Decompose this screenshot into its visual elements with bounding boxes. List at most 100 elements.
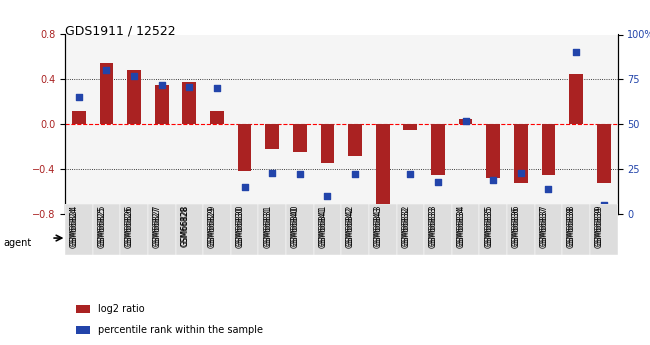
FancyBboxPatch shape	[507, 204, 534, 255]
Text: GSM66838: GSM66838	[567, 205, 576, 246]
Text: GSM66836: GSM66836	[512, 205, 521, 246]
Bar	[597, 124, 610, 183]
Text: GSM66842: GSM66842	[346, 205, 355, 246]
Bar	[210, 111, 224, 124]
Bar	[238, 124, 252, 171]
Text: GSM66832: GSM66832	[401, 205, 410, 246]
FancyBboxPatch shape	[590, 204, 618, 255]
FancyBboxPatch shape	[231, 221, 341, 255]
FancyBboxPatch shape	[341, 221, 618, 255]
Text: GSM66840: GSM66840	[291, 206, 300, 248]
FancyBboxPatch shape	[534, 204, 562, 255]
Point	[515, 170, 526, 175]
Point	[184, 84, 194, 89]
Bar	[404, 124, 417, 130]
Text: percentile rank within the sample: percentile rank within the sample	[98, 325, 263, 335]
Text: GSM66825: GSM66825	[98, 205, 107, 246]
FancyBboxPatch shape	[176, 204, 203, 255]
Point	[322, 193, 333, 199]
Text: GSM66827: GSM66827	[153, 205, 162, 246]
Point	[405, 172, 415, 177]
Point	[129, 73, 139, 79]
Text: GSM66841: GSM66841	[318, 205, 328, 246]
FancyBboxPatch shape	[286, 204, 313, 255]
Point	[239, 184, 250, 190]
Text: GSM66837: GSM66837	[540, 206, 549, 248]
FancyBboxPatch shape	[480, 204, 507, 255]
Point	[101, 68, 112, 73]
Point	[294, 172, 305, 177]
Text: GSM66825: GSM66825	[98, 206, 107, 247]
Point	[73, 95, 84, 100]
Point	[543, 186, 554, 191]
Text: GSM66840: GSM66840	[291, 205, 300, 246]
Point	[599, 202, 609, 208]
Bar	[99, 62, 113, 124]
Text: P. nigrum extract and pyrethrum: P. nigrum extract and pyrethrum	[400, 233, 559, 243]
Text: GSM66834: GSM66834	[456, 206, 465, 248]
Bar	[76, 326, 90, 334]
FancyBboxPatch shape	[259, 204, 286, 255]
FancyBboxPatch shape	[562, 204, 590, 255]
Text: GSM66835: GSM66835	[484, 205, 493, 246]
Text: GSM66843: GSM66843	[374, 206, 383, 248]
FancyBboxPatch shape	[92, 204, 120, 255]
Bar	[265, 124, 279, 149]
Bar	[348, 124, 362, 156]
Bar	[127, 70, 141, 124]
Text: GSM66828: GSM66828	[180, 206, 189, 247]
Text: GSM66824: GSM66824	[70, 206, 79, 247]
Text: GSM66830: GSM66830	[235, 206, 244, 248]
FancyBboxPatch shape	[452, 204, 480, 255]
FancyBboxPatch shape	[313, 204, 341, 255]
Bar	[459, 119, 473, 124]
Point	[571, 50, 581, 55]
Text: pyrethrum: pyrethrum	[260, 233, 312, 243]
Text: GSM66829: GSM66829	[208, 205, 217, 246]
Text: GSM66832: GSM66832	[401, 206, 410, 247]
Bar	[431, 124, 445, 175]
Text: GSM66835: GSM66835	[484, 206, 493, 248]
Text: agent: agent	[3, 238, 31, 248]
Bar	[569, 74, 583, 124]
FancyBboxPatch shape	[231, 204, 259, 255]
Text: log2 ratio: log2 ratio	[98, 304, 145, 314]
Text: GSM66827: GSM66827	[153, 206, 162, 247]
FancyBboxPatch shape	[424, 204, 452, 255]
Bar	[376, 124, 389, 216]
Text: GSM66826: GSM66826	[125, 206, 134, 247]
Text: GSM66831: GSM66831	[263, 205, 272, 246]
FancyBboxPatch shape	[65, 204, 92, 255]
Text: GSM66824: GSM66824	[70, 205, 79, 246]
Bar	[76, 305, 90, 313]
Bar	[486, 124, 500, 178]
FancyBboxPatch shape	[148, 204, 176, 255]
Bar	[320, 124, 334, 164]
Text: P. nigrum extract: P. nigrum extract	[106, 233, 190, 243]
Text: GDS1911 / 12522: GDS1911 / 12522	[65, 24, 176, 37]
Text: GSM66843: GSM66843	[374, 205, 383, 246]
Text: GSM66837: GSM66837	[540, 205, 549, 246]
Point	[488, 177, 499, 183]
Bar	[72, 111, 86, 124]
Point	[433, 179, 443, 184]
Text: GSM66826: GSM66826	[125, 205, 134, 246]
FancyBboxPatch shape	[396, 204, 424, 255]
Text: GSM66831: GSM66831	[263, 206, 272, 247]
Text: GSM66830: GSM66830	[235, 205, 244, 246]
FancyBboxPatch shape	[65, 221, 231, 255]
Bar	[541, 124, 555, 175]
Text: GSM66828: GSM66828	[180, 205, 189, 246]
Point	[460, 118, 471, 124]
Text: GSM66841: GSM66841	[318, 206, 328, 247]
Point	[212, 86, 222, 91]
Text: GSM66833: GSM66833	[429, 205, 438, 246]
FancyBboxPatch shape	[369, 204, 396, 255]
FancyBboxPatch shape	[120, 204, 148, 255]
Bar	[155, 85, 168, 124]
Point	[350, 172, 360, 177]
Text: GSM66839: GSM66839	[595, 206, 604, 248]
Point	[378, 208, 388, 213]
Text: GSM66836: GSM66836	[512, 206, 521, 248]
Point	[157, 82, 167, 88]
